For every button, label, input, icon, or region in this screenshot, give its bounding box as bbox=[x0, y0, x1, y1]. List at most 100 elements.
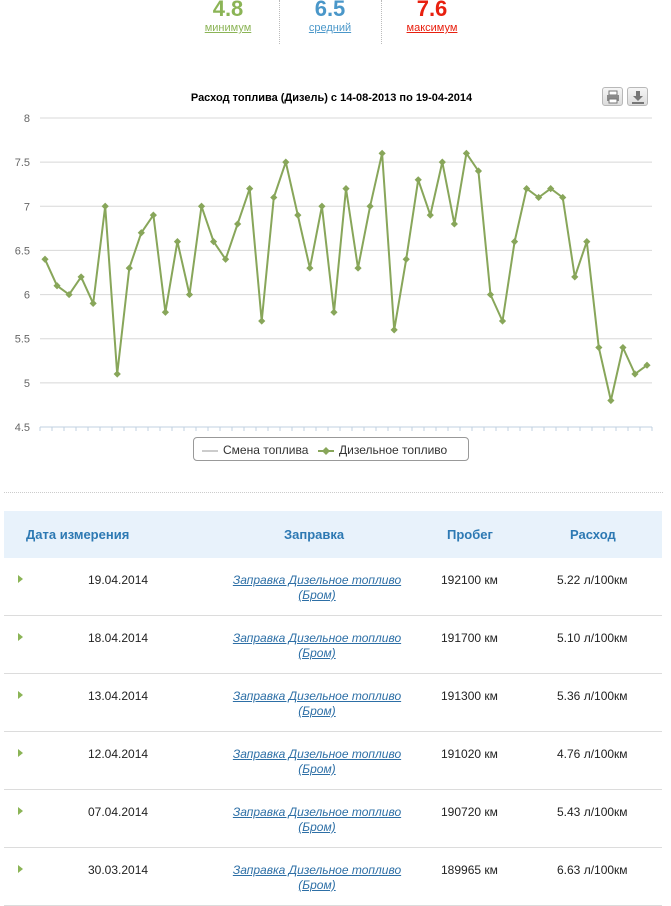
data-point bbox=[438, 158, 446, 166]
cell-consumption: 5.43 л/100км bbox=[557, 805, 628, 819]
expand-arrow-icon[interactable] bbox=[18, 691, 23, 699]
stat-average-link[interactable]: средний bbox=[308, 22, 352, 34]
fuel-consumption-chart: 8 7.5 7 6.5 6 5.5 5 4.5 Расход топлива (Дизель)… bbox=[0, 80, 671, 470]
station-link[interactable]: Заправка Дизельное топливо (Бром) bbox=[219, 805, 415, 835]
stat-minimum: 4.8 минимум bbox=[178, 0, 278, 34]
station-link[interactable]: Заправка Дизельное топливо (Бром) bbox=[219, 863, 415, 893]
stat-average-value: 6.5 bbox=[314, 0, 346, 21]
cell-run: 192100 км bbox=[441, 573, 498, 587]
cell-consumption: 6.63 л/100км bbox=[557, 863, 628, 877]
y-tick-label: 5.5 bbox=[15, 334, 30, 346]
download-button[interactable] bbox=[627, 87, 648, 106]
column-header-run: Пробег bbox=[447, 527, 493, 542]
y-tick-label: 5 bbox=[24, 378, 30, 390]
expand-arrow-icon[interactable] bbox=[18, 865, 23, 873]
data-point bbox=[185, 290, 194, 299]
y-tick-label: 8 bbox=[24, 113, 30, 125]
data-point bbox=[137, 229, 145, 237]
data-point bbox=[498, 317, 507, 325]
data-point bbox=[53, 282, 61, 290]
printer-icon bbox=[607, 90, 619, 104]
table-row: 13.04.2014 Заправка Дизельное топливо (Бр… bbox=[4, 674, 662, 732]
column-header-station: Заправка bbox=[284, 527, 345, 542]
data-point bbox=[595, 343, 603, 352]
data-point bbox=[125, 264, 133, 272]
data-point bbox=[41, 255, 49, 263]
data-point bbox=[149, 211, 157, 219]
cell-date: 19.04.2014 bbox=[88, 573, 149, 587]
data-point bbox=[246, 185, 254, 193]
cell-run: 191300 км bbox=[441, 689, 498, 703]
cell-date: 13.04.2014 bbox=[88, 689, 149, 703]
data-point bbox=[354, 264, 362, 272]
data-point bbox=[643, 361, 651, 369]
cell-date: 18.04.2014 bbox=[88, 631, 149, 645]
print-button[interactable] bbox=[602, 87, 623, 106]
station-name: Заправка Дизельное топливо bbox=[232, 747, 402, 761]
data-point bbox=[270, 193, 278, 202]
chart-title: Расход топлива (Дизель) с 14-08-2013 по … bbox=[190, 92, 473, 104]
data-point bbox=[234, 220, 242, 228]
data-point bbox=[258, 317, 266, 325]
station-link[interactable]: Заправка Дизельное топливо (Бром) bbox=[219, 573, 415, 603]
table-row: 12.04.2014 Заправка Дизельное топливо (Бр… bbox=[4, 732, 662, 790]
cell-consumption: 4.76 л/100км bbox=[557, 747, 628, 761]
measurements-table: Дата измерения Заправка Пробег Расход 19… bbox=[4, 511, 662, 906]
y-tick-label: 7 bbox=[24, 201, 30, 213]
data-point bbox=[523, 185, 531, 193]
stat-maximum-value: 7.6 bbox=[416, 0, 448, 21]
stats-summary: 4.8 минимум 6.5 средний 7.6 максимум bbox=[0, 0, 671, 46]
data-point bbox=[631, 370, 639, 378]
chart-legend: Смена топлива Дизельное топливо bbox=[193, 437, 469, 461]
station-name: Заправка Дизельное топливо bbox=[232, 631, 402, 645]
stat-maximum: 7.6 максимум bbox=[382, 0, 482, 34]
station-brand: (Бром) bbox=[298, 646, 336, 660]
table-header: Дата измерения Заправка Пробег Расход bbox=[4, 511, 662, 558]
data-point bbox=[330, 308, 338, 316]
data-point bbox=[197, 202, 206, 210]
data-point bbox=[571, 273, 579, 281]
station-name: Заправка Дизельное топливо bbox=[232, 573, 402, 587]
data-point bbox=[402, 255, 410, 263]
data-point bbox=[486, 290, 495, 299]
column-header-date: Дата измерения bbox=[26, 527, 130, 542]
cell-date: 30.03.2014 bbox=[88, 863, 149, 877]
data-point bbox=[535, 193, 543, 202]
download-icon bbox=[632, 91, 644, 104]
cell-date: 07.04.2014 bbox=[88, 805, 149, 819]
data-point bbox=[607, 396, 615, 405]
cell-date: 12.04.2014 bbox=[88, 747, 149, 761]
stat-maximum-link[interactable]: максимум bbox=[406, 22, 458, 34]
stat-divider bbox=[279, 0, 281, 44]
station-brand: (Бром) bbox=[298, 588, 336, 602]
station-name: Заправка Дизельное топливо bbox=[232, 805, 402, 819]
station-brand: (Бром) bbox=[298, 704, 336, 718]
station-link[interactable]: Заправка Дизельное топливо (Бром) bbox=[219, 689, 415, 719]
data-point bbox=[173, 238, 182, 246]
section-divider bbox=[4, 492, 663, 493]
data-point bbox=[282, 158, 290, 166]
data-point bbox=[583, 238, 591, 246]
stat-minimum-link[interactable]: минимум bbox=[204, 22, 252, 34]
expand-arrow-icon[interactable] bbox=[18, 633, 23, 641]
expand-arrow-icon[interactable] bbox=[18, 575, 23, 583]
data-point bbox=[547, 185, 555, 193]
data-point bbox=[113, 370, 121, 378]
y-tick-label: 6 bbox=[24, 290, 30, 302]
station-link[interactable]: Заправка Дизельное топливо (Бром) bbox=[219, 631, 415, 661]
data-point bbox=[366, 202, 374, 210]
data-point bbox=[450, 220, 458, 228]
cell-consumption: 5.36 л/100км bbox=[557, 689, 628, 703]
data-point bbox=[161, 308, 169, 316]
legend-diamond-icon bbox=[318, 447, 334, 455]
station-link[interactable]: Заправка Дизельное топливо (Бром) bbox=[219, 747, 415, 777]
expand-arrow-icon[interactable] bbox=[18, 807, 23, 815]
station-name: Заправка Дизельное топливо bbox=[232, 689, 402, 703]
data-point bbox=[619, 343, 627, 352]
expand-arrow-icon[interactable] bbox=[18, 749, 23, 757]
y-tick-label: 4.5 bbox=[15, 422, 30, 434]
table-row: 30.03.2014 Заправка Дизельное топливо (Бр… bbox=[4, 848, 662, 906]
y-tick-label: 7.5 bbox=[15, 157, 30, 169]
column-header-consumption: Расход bbox=[570, 527, 616, 542]
data-point bbox=[89, 299, 97, 307]
